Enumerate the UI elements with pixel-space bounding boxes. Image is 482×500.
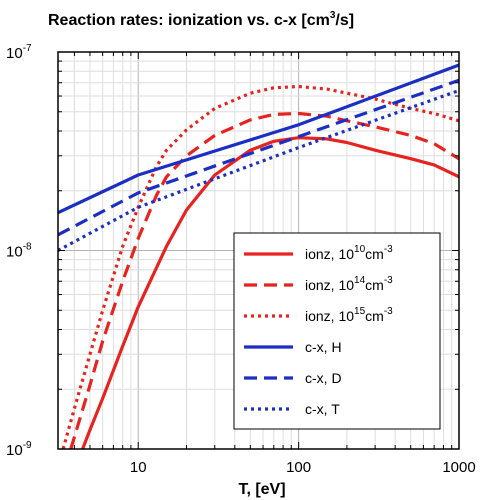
series-group bbox=[58, 63, 459, 449]
ticks: 10 100 1000 10-9 10-8 10-7 bbox=[6, 43, 476, 476]
y-tick-label: 10-8 bbox=[6, 242, 32, 261]
legend-label-3: ionz, 1015cm-3 bbox=[305, 306, 393, 324]
x-tick-label: 10 bbox=[130, 459, 147, 476]
legend-label-6: c-x, T bbox=[305, 401, 340, 417]
series-line-3 bbox=[61, 84, 459, 449]
series-line-4 bbox=[58, 63, 459, 215]
y-tick-label: 10-9 bbox=[6, 440, 32, 459]
series-line-5 bbox=[58, 78, 459, 237]
x-axis-label: T, [eV] bbox=[238, 481, 285, 498]
y-tick-label: 10-7 bbox=[6, 43, 32, 62]
legend: ionz, 1010cm-3 ionz, 1014cm-3 ionz, 1015cm… bbox=[233, 232, 441, 430]
x-tick-label: 1000 bbox=[442, 459, 475, 476]
series-line-2 bbox=[69, 111, 459, 449]
chart-title: Reaction rates: ionization vs. c-x [cm3/… bbox=[48, 10, 354, 29]
series-line-6 bbox=[58, 88, 459, 252]
legend-label-1: ionz, 1010cm-3 bbox=[305, 244, 393, 262]
legend-label-5: c-x, D bbox=[305, 370, 342, 386]
legend-label-4: c-x, H bbox=[305, 339, 342, 355]
legend-box bbox=[233, 232, 441, 430]
legend-label-2: ionz, 1014cm-3 bbox=[305, 275, 393, 293]
x-tick-label: 100 bbox=[286, 459, 311, 476]
series-line-1 bbox=[81, 136, 459, 449]
